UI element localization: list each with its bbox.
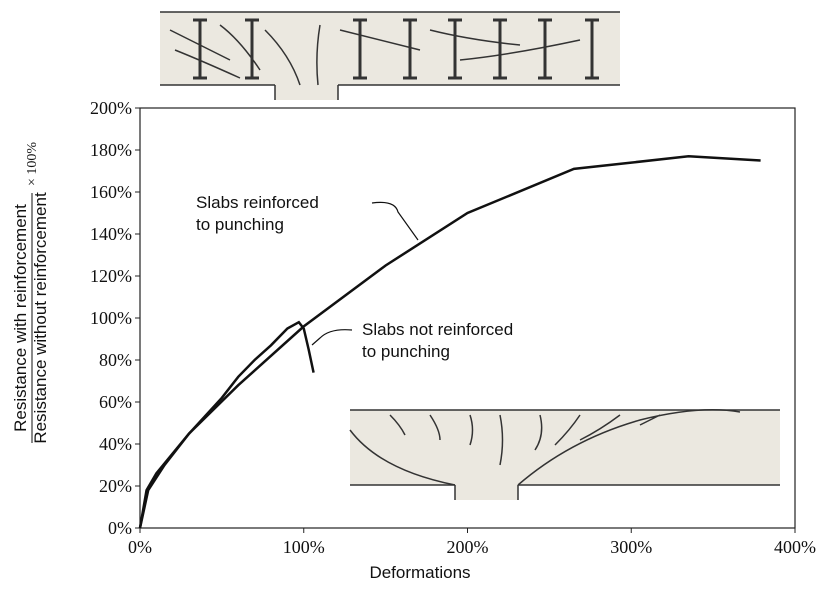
y-tick-label: 100% [90,308,132,328]
series-annotation: to punching [196,215,284,234]
y-tick-label: 160% [90,182,132,202]
x-tick-label: 300% [610,537,652,557]
series-annotation: Slabs reinforced [196,193,319,212]
annotation-leader [312,330,352,345]
slab-diagram-top [160,12,620,100]
chart: Deformations Resistance with reinforceme… [0,0,837,585]
y-tick-label: 80% [99,350,132,370]
y-label-denominator: Resistance without reinforcement [31,192,50,444]
x-axis-label: Deformations [369,563,470,582]
series-line [140,322,314,528]
x-tick-label: 100% [283,537,325,557]
slab-diagram-bottom [350,410,780,500]
y-axis-label: Resistance with reinforcement Resistance… [11,142,50,444]
y-tick-label: 180% [90,140,132,160]
y-tick-label: 140% [90,224,132,244]
x-tick-label: 200% [447,537,489,557]
y-tick-label: 200% [90,98,132,118]
annotation-leader [372,202,418,240]
y-tick-label: 20% [99,476,132,496]
y-label-factor: × 100% [25,142,40,186]
y-tick-label: 0% [108,518,132,538]
y-tick-label: 120% [90,266,132,286]
y-tick-label: 40% [99,434,132,454]
x-tick-label: 400% [774,537,816,557]
series-annotation: Slabs not reinforced [362,320,513,339]
series-annotation: to punching [362,342,450,361]
y-tick-label: 60% [99,392,132,412]
y-label-numerator: Resistance with reinforcement [11,204,30,432]
x-tick-label: 0% [128,537,152,557]
